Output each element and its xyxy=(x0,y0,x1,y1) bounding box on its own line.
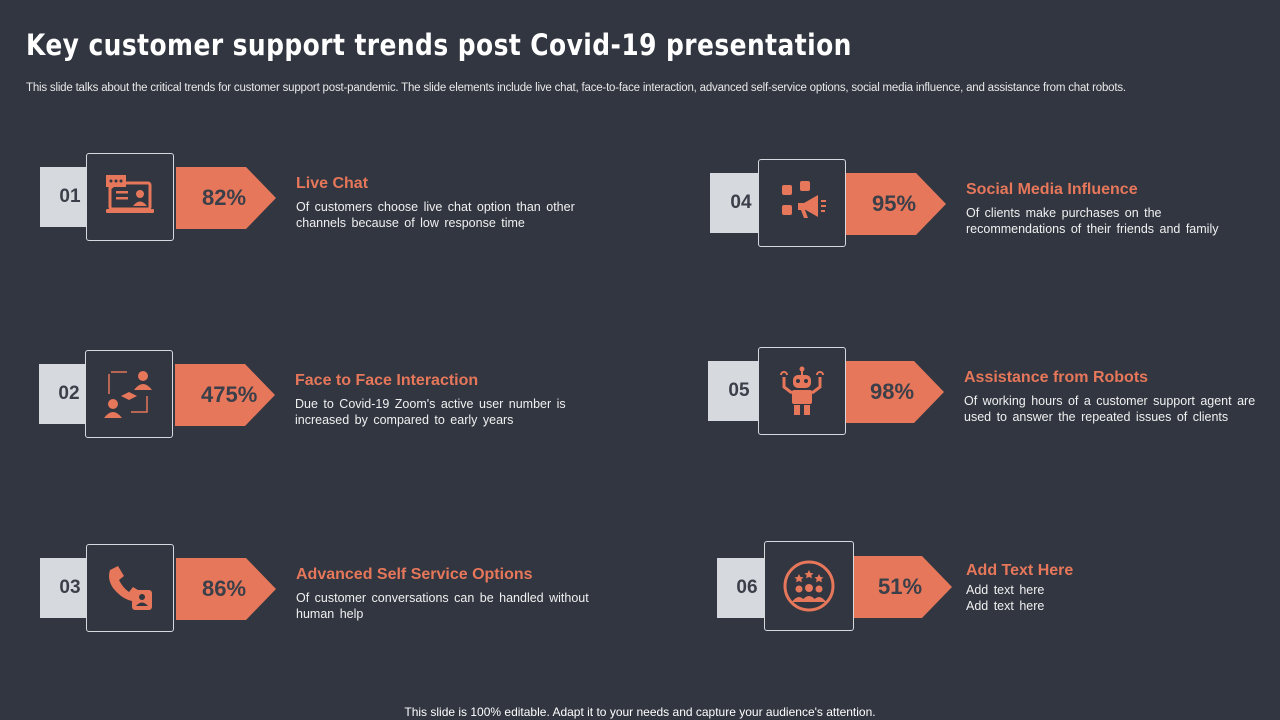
trend-item-add-text: 06 51% Add Text Here Add text here Add t… xyxy=(710,541,1270,641)
trend-item-live-chat: 01 82% Live Chat Of customers choose liv… xyxy=(40,153,600,253)
trend-item-social-media: 04 95% Social Media Influence Of clients… xyxy=(710,159,1270,259)
item-description: Of clients make purchases on the recomme… xyxy=(966,206,1219,236)
item-heading: Advanced Self Service Options xyxy=(296,566,533,583)
item-description: Of working hours of a customer support a… xyxy=(964,394,1256,424)
percent-arrow: 51% xyxy=(852,556,952,618)
page-subtitle: This slide talks about the critical tren… xyxy=(26,82,1126,94)
page-title: Key customer support trends post Covid-1… xyxy=(26,28,852,62)
item-description: Due to Covid-19 Zoom's active user numbe… xyxy=(295,397,566,427)
robot-icon xyxy=(758,347,846,435)
item-description: Of customer conversations can be handled… xyxy=(296,591,589,621)
item-heading: Live Chat xyxy=(296,175,369,192)
trend-item-self-service: 03 86% Advanced Self Service Options Of … xyxy=(40,544,600,644)
item-heading: Face to Face Interaction xyxy=(295,372,479,389)
face-to-face-icon xyxy=(85,350,173,438)
item-heading: Social Media Influence xyxy=(966,181,1138,198)
percent-arrow: 95% xyxy=(846,173,946,235)
team-rating-icon xyxy=(764,541,854,631)
percent-arrow: 82% xyxy=(176,167,276,229)
percent-arrow: 86% xyxy=(176,558,276,620)
percent-arrow: 475% xyxy=(175,364,275,426)
item-description: Add text here Add text here xyxy=(966,583,1045,613)
social-media-icon xyxy=(758,159,846,247)
trend-item-robots: 05 98% Assistance from Robots Of working… xyxy=(708,347,1268,447)
item-heading: Assistance from Robots xyxy=(964,369,1149,386)
footer-note: This slide is 100% editable. Adapt it to… xyxy=(404,705,876,719)
item-heading: Add Text Here xyxy=(966,562,1074,579)
trend-item-face-to-face: 02 475% Face to Face Interaction Due to … xyxy=(39,350,599,450)
item-description: Of customers choose live chat option tha… xyxy=(296,200,575,230)
phone-support-icon xyxy=(86,544,174,632)
live-chat-icon xyxy=(86,153,174,241)
percent-arrow: 98% xyxy=(844,361,944,423)
